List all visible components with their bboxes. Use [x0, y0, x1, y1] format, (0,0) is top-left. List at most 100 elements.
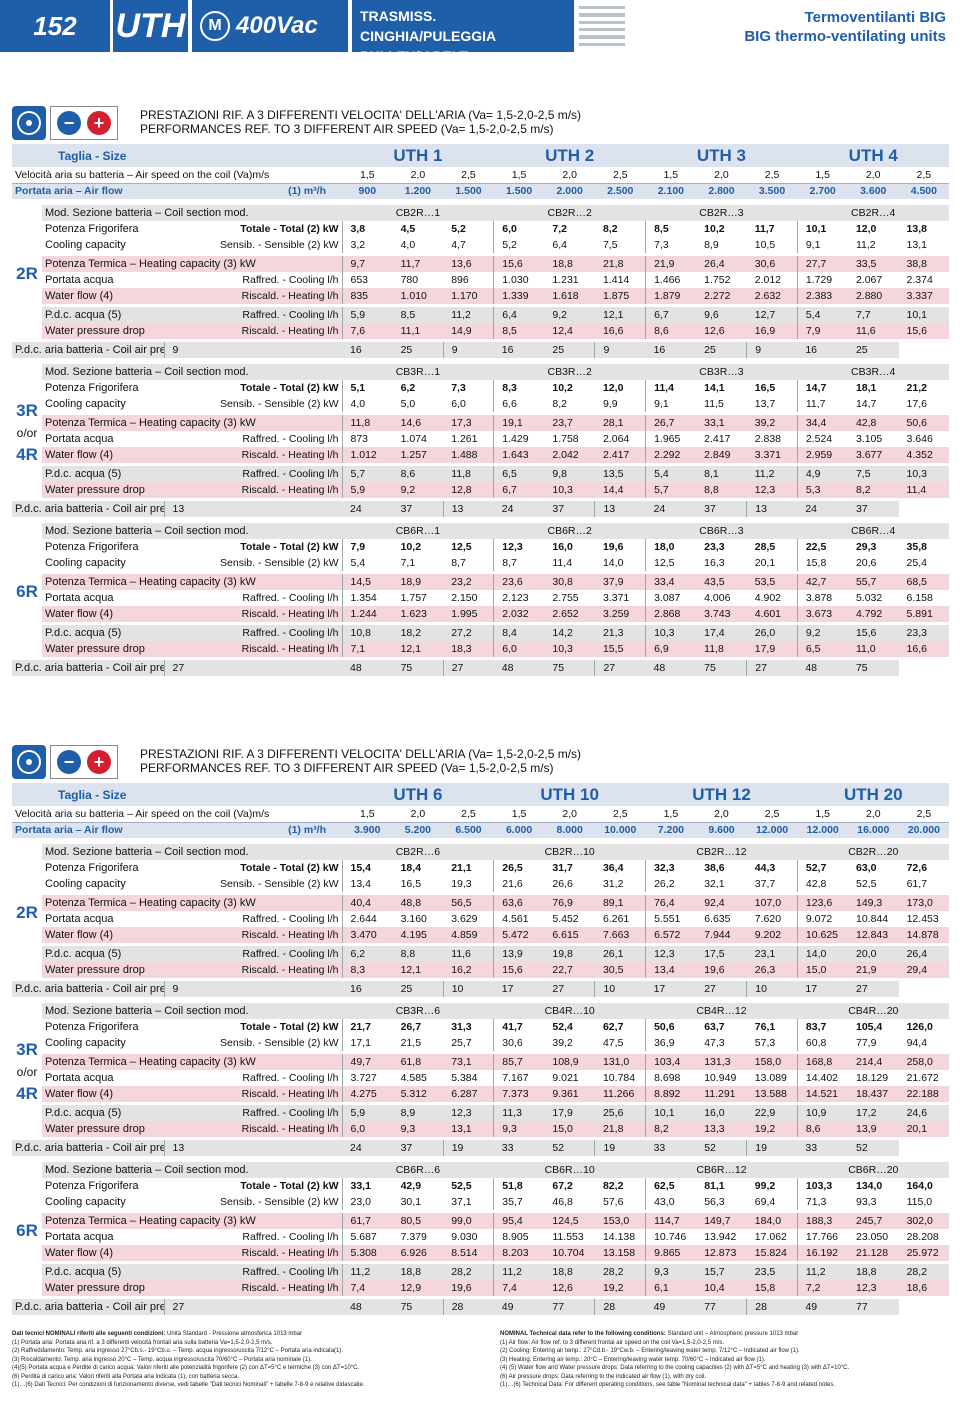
cell-value: 56,3 — [704, 1196, 725, 1208]
cell-value: 15,6 — [847, 625, 899, 641]
cell-value: 8,5 — [645, 221, 697, 237]
row-label: Potenza Frigorifera — [45, 223, 139, 235]
title-it: Termoventilanti BIG — [804, 9, 946, 26]
cell-value: 16,6 — [898, 641, 950, 657]
cell-value: 17,6 — [906, 398, 927, 410]
cell-value: 13 — [594, 501, 646, 517]
air-flow-value: 2.100 — [645, 183, 697, 199]
cell-value: 7.663 — [594, 927, 646, 943]
row-sublabel: Sensib. - Sensible (2) kW — [220, 398, 339, 410]
cell-value: 28,5 — [754, 541, 776, 553]
cell-value: 873 — [341, 431, 393, 447]
cell-value: 6,0 — [493, 221, 545, 237]
cell-value: 7,3 — [645, 237, 697, 253]
cell-value: 20,6 — [855, 557, 877, 569]
plus-icon: + — [87, 111, 111, 135]
cell-value: 13 — [746, 501, 798, 517]
cell-value: 9.202 — [746, 927, 798, 943]
cell-value: 21,2 — [906, 382, 927, 394]
cell-value: 77,9 — [856, 1037, 877, 1049]
cell-value: 5,3 — [796, 482, 848, 498]
cell-value: 302,0 — [898, 1213, 950, 1229]
cell-value: 23,2 — [443, 574, 494, 590]
cell-value: 7,9 — [341, 539, 393, 555]
cell-value: 23,3 — [898, 625, 950, 641]
cell-value: 20,0 — [848, 946, 899, 962]
cell-value: 63,7 — [704, 1021, 725, 1033]
velocity-value: 2,5 — [443, 167, 494, 184]
cell-value: 11,2 — [796, 1264, 848, 1280]
cell-value: 95,4 — [493, 1213, 545, 1229]
performance-title-it: PRESTAZIONI RIF. A 3 DIFFERENTI VELOCITA… — [140, 747, 582, 761]
cell-value: 42,8 — [847, 415, 899, 431]
cell-value: 3.727 — [341, 1070, 393, 1086]
cell-value: 23,7 — [544, 415, 595, 431]
cell-value: 5.452 — [552, 913, 579, 925]
cell-value: 30,8 — [544, 574, 595, 590]
cell-value: 25 — [696, 342, 747, 358]
row-label: P.d.c. aria batteria - Coil air pressure… — [12, 1140, 164, 1156]
cell-value: 3.646 — [906, 433, 933, 445]
water-pd-cooling-row: P.d.c. acqua (5) Raffred. - Cooling l/h 5,… — [12, 1105, 950, 1121]
footnote-it-6: (6) Perdita di carico aria: Valori rifer… — [12, 1373, 239, 1380]
cell-value: 164,0 — [906, 1180, 933, 1192]
row-sublabel: Raffred. - Cooling l/h — [164, 625, 342, 641]
cell-value: 27 — [848, 981, 899, 997]
cell-value: 4.902 — [754, 592, 782, 604]
cell-value: 9.030 — [451, 1231, 478, 1243]
sensible-cooling-row: Cooling capacity Sensib. - Sensible (2) k… — [12, 555, 949, 571]
cell-value: 62,7 — [602, 1021, 624, 1033]
cell-value: 19,1 — [493, 415, 545, 431]
cell-value: 48 — [493, 660, 545, 676]
air-flow-value: 4.500 — [898, 183, 950, 199]
cell-value: 15,0 — [544, 1121, 595, 1137]
row-sublabel: Totale - Total (2) kW — [240, 1021, 339, 1033]
cell-value: 67,2 — [552, 1180, 573, 1192]
cell-value: 21,6 — [493, 876, 545, 892]
cell-value: 3.673 — [796, 606, 848, 622]
coil-section-model: CB4R…10 — [493, 1003, 646, 1019]
cell-value: 13 — [442, 501, 494, 517]
cell-value: 214,4 — [848, 1054, 899, 1070]
cell-value: 7,2 — [552, 223, 567, 235]
cell-value: 16,5 — [400, 878, 422, 890]
cell-value: 12,7 — [746, 307, 798, 323]
cell-value: 10,2 — [552, 382, 573, 394]
row-sublabel: Raffred. - Cooling l/h — [242, 913, 339, 925]
cell-value: 12,1 — [594, 307, 646, 323]
row-label: Water flow (4) — [42, 1086, 164, 1102]
cell-value: 1.466 — [645, 272, 697, 288]
cell-value: 6,4 — [493, 307, 545, 323]
cell-value: 27 — [544, 981, 595, 997]
size-header: UTH 6 — [342, 783, 494, 806]
cell-value: 8,9 — [392, 1105, 444, 1121]
cell-value: 10,2 — [400, 541, 422, 553]
coil-section-model: CB6R…4 — [797, 523, 950, 539]
cell-value: 126,0 — [906, 1021, 933, 1033]
cell-value: 14.402 — [796, 1070, 848, 1086]
footnote-en-1: (1) Air flow: Air flow ref. to 3 differe… — [500, 1339, 725, 1346]
cell-value: 17,2 — [848, 1105, 899, 1121]
size-header: UTH 4 — [797, 144, 950, 167]
cell-value: 21,9 — [848, 962, 899, 978]
cell-value: 21.672 — [906, 1072, 939, 1084]
velocity-value: 2,0 — [392, 167, 444, 184]
row-sublabel: Riscald. - Heating l/h — [164, 1086, 342, 1102]
cell-value: 16,0 — [552, 541, 573, 553]
row-sublabel: Raffred. - Cooling l/h — [164, 1105, 342, 1121]
cell-value: 3,8 — [341, 221, 393, 237]
cell-value: 18.437 — [848, 1086, 899, 1102]
cell-value: 10,5 — [754, 239, 776, 251]
cell-value: 1.261 — [451, 433, 478, 445]
air-flow-value: 20.000 — [898, 822, 950, 838]
cell-value: 21,8 — [594, 256, 646, 272]
cell-value: 8,9 — [704, 239, 719, 251]
coil-section-model: CB4R…20 — [797, 1003, 950, 1019]
cell-value: 11,5 — [704, 398, 724, 410]
cell-value: 50,6 — [898, 415, 950, 431]
row-count-label: 2R — [12, 844, 42, 981]
cell-value: 1.244 — [341, 606, 393, 622]
cool-heat-icon: − + — [50, 745, 118, 779]
cell-value: 4,0 — [341, 396, 393, 412]
air-pd-row: P.d.c. aria batteria - Coil air pressure… — [12, 501, 949, 517]
